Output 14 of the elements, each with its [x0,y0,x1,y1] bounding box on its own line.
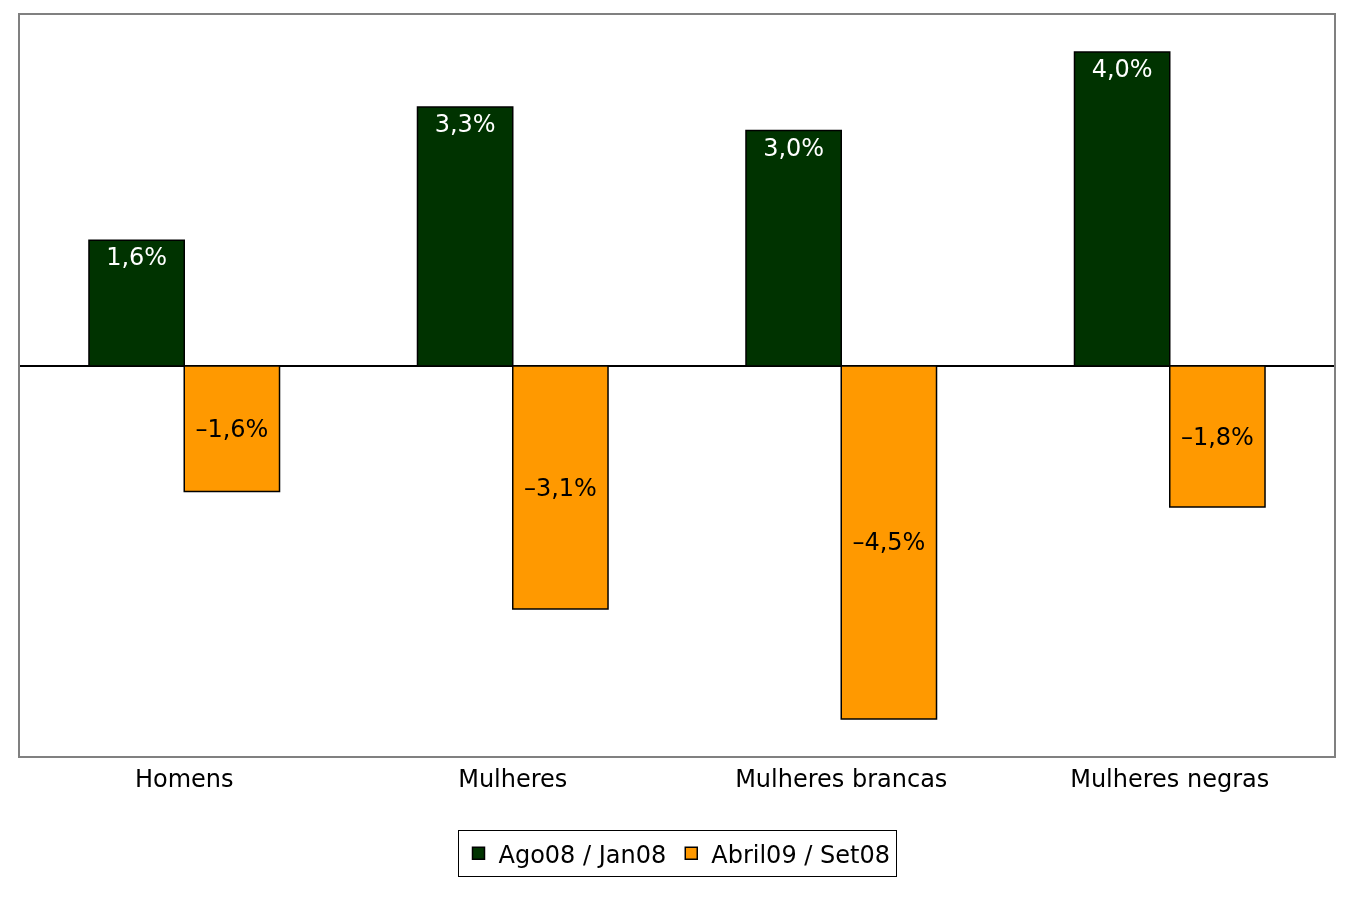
data-label: –1,6% [195,414,269,443]
data-label: –4,5% [852,528,926,557]
data-label: 4,0% [1091,55,1153,84]
data-label: 3,3% [434,109,496,138]
x-tick-label: Homens [134,764,234,793]
data-label: –3,1% [523,473,597,502]
x-tick-label: Mulheres brancas [735,764,948,793]
data-label: 1,6% [106,243,168,272]
data-label: 3,0% [763,133,825,162]
legend-label: Abril09 / Set08 [711,840,890,869]
legend-label: Ago08 / Jan08 [498,840,667,869]
x-tick-label: Mulheres negras [1070,764,1270,793]
data-label: –1,8% [1180,422,1254,451]
x-tick-label: Mulheres [458,764,568,793]
